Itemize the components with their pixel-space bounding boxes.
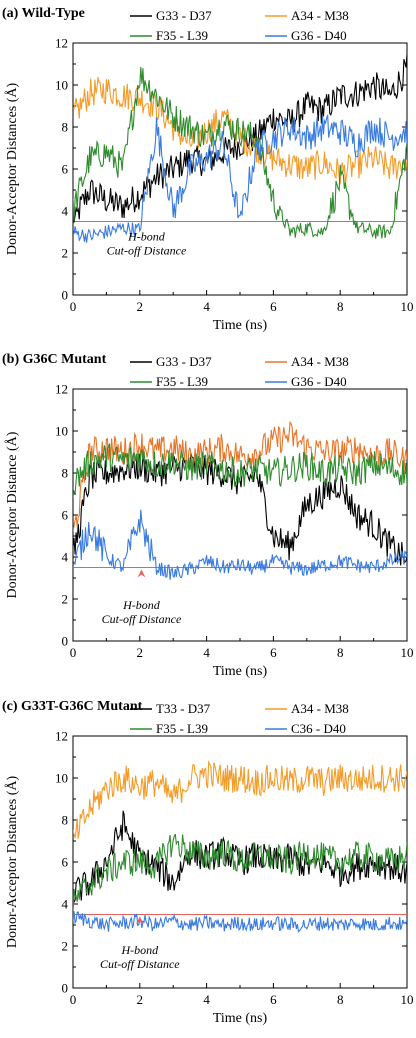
y-tick-label: 6 (62, 855, 69, 870)
y-tick-label: 8 (62, 120, 69, 135)
y-axis-label: Donor-Acceptor Distances (Å) (4, 83, 20, 256)
y-tick-label: 4 (62, 204, 69, 219)
legend-item: G36 - D40 (265, 374, 347, 389)
y-tick-label: 2 (62, 592, 69, 607)
series-line-4 (73, 114, 407, 243)
legend-label: F35 - L39 (156, 28, 208, 43)
x-tick-label: 6 (270, 299, 277, 314)
y-tick-label: 10 (55, 78, 68, 93)
panel-title: (a) Wild-Type (2, 6, 85, 21)
cutoff-label-line1: H-bond (127, 229, 166, 243)
legend-label: T33 - D37 (156, 701, 211, 716)
series-line-4 (73, 509, 407, 580)
x-tick-label: 2 (137, 299, 144, 314)
series-line-3 (73, 833, 407, 914)
x-tick-label: 6 (270, 992, 277, 1007)
cutoff-label-line1: H-bond (120, 943, 159, 957)
cutoff-label-line2: Cut-off Distance (102, 612, 182, 626)
y-tick-label: 10 (55, 424, 68, 439)
y-tick-label: 0 (62, 288, 69, 303)
x-tick-label: 8 (337, 992, 344, 1007)
legend-item: G36 - D40 (265, 28, 347, 43)
legend-label: A34 - M38 (291, 354, 349, 369)
x-tick-label: 4 (203, 645, 210, 660)
cutoff-arrow (135, 916, 144, 925)
cutoff-label-line2: Cut-off Distance (107, 243, 187, 257)
y-tick-label: 8 (62, 466, 69, 481)
x-tick-label: 0 (70, 299, 77, 314)
legend-label: F35 - L39 (156, 374, 208, 389)
x-tick-label: 8 (337, 645, 344, 660)
y-tick-label: 12 (55, 36, 68, 51)
panel-title: (b) G36C Mutant (2, 352, 107, 367)
legend-label: F35 - L39 (156, 721, 208, 736)
x-axis-label: Time (ns) (213, 664, 268, 679)
x-tick-label: 10 (401, 645, 414, 660)
series-line-2 (73, 76, 407, 186)
series-line-3 (73, 66, 407, 239)
legend-label: G33 - D37 (156, 354, 212, 369)
y-tick-label: 6 (62, 508, 69, 523)
x-tick-label: 0 (70, 992, 77, 1007)
legend-label: G36 - D40 (291, 374, 347, 389)
y-tick-label: 6 (62, 162, 69, 177)
legend-label: A34 - M38 (291, 701, 349, 716)
y-tick-label: 0 (62, 634, 69, 649)
legend-item: A34 - M38 (265, 354, 349, 369)
series-line-4 (73, 910, 407, 933)
y-axis-label: Donor-Acceptor Distances (Å) (4, 776, 20, 949)
x-tick-label: 10 (401, 299, 414, 314)
x-axis-label: Time (ns) (213, 318, 268, 333)
legend-item: A34 - M38 (265, 701, 349, 716)
chart-panel-1: (a) Wild-Type 0 2 4 6 8 10 12 0 2 4 6 8 10 Time (ns) Do… (2, 6, 414, 333)
y-tick-label: 8 (62, 813, 69, 828)
legend-item: C36 - D40 (265, 721, 346, 736)
legend-label: A34 - M38 (291, 8, 349, 23)
chart-panel-3: (c) G33T-G36C Mutant 0 2 4 6 8 10 12 0 2 4 6 8 10 Time… (2, 699, 414, 1026)
y-axis-label: Donor-Acceptor Distance (Å) (4, 431, 20, 598)
legend-item: A34 - M38 (265, 8, 349, 23)
panel-title: (c) G33T-G36C Mutant (2, 699, 143, 714)
legend-item: F35 - L39 (130, 721, 208, 736)
y-tick-label: 2 (62, 939, 69, 954)
legend-item: G33 - D37 (130, 8, 212, 23)
series-line-1 (73, 810, 407, 904)
legend-label: G36 - D40 (291, 28, 347, 43)
legend-label: C36 - D40 (291, 721, 346, 736)
y-tick-label: 0 (62, 981, 69, 996)
legend-item: F35 - L39 (130, 374, 208, 389)
y-tick-label: 4 (62, 550, 69, 565)
x-axis-label: Time (ns) (213, 1011, 268, 1026)
legend-item: T33 - D37 (130, 701, 211, 716)
y-tick-label: 4 (62, 897, 69, 912)
legend-item: F35 - L39 (130, 28, 208, 43)
cutoff-arrow (137, 569, 146, 578)
series-line-2 (73, 759, 407, 840)
x-tick-label: 2 (137, 992, 144, 1007)
y-tick-label: 12 (55, 729, 68, 744)
x-tick-label: 10 (401, 992, 414, 1007)
x-tick-label: 0 (70, 645, 77, 660)
y-tick-label: 2 (62, 246, 69, 261)
x-tick-label: 8 (337, 299, 344, 314)
cutoff-label-line1: H-bond (122, 598, 161, 612)
x-tick-label: 4 (203, 992, 210, 1007)
x-tick-label: 6 (270, 645, 277, 660)
x-tick-label: 4 (203, 299, 210, 314)
chart-panel-2: (b) G36C Mutant 0 2 4 6 8 10 12 0 2 4 6 8 10 Time (ns)… (2, 352, 414, 679)
series-line-3 (73, 443, 407, 498)
x-tick-label: 2 (137, 645, 144, 660)
series-line-1 (73, 54, 407, 223)
cutoff-label-line2: Cut-off Distance (100, 957, 180, 971)
legend-label: G33 - D37 (156, 8, 212, 23)
y-tick-label: 12 (55, 382, 68, 397)
y-tick-label: 10 (55, 771, 68, 786)
legend-item: G33 - D37 (130, 354, 212, 369)
